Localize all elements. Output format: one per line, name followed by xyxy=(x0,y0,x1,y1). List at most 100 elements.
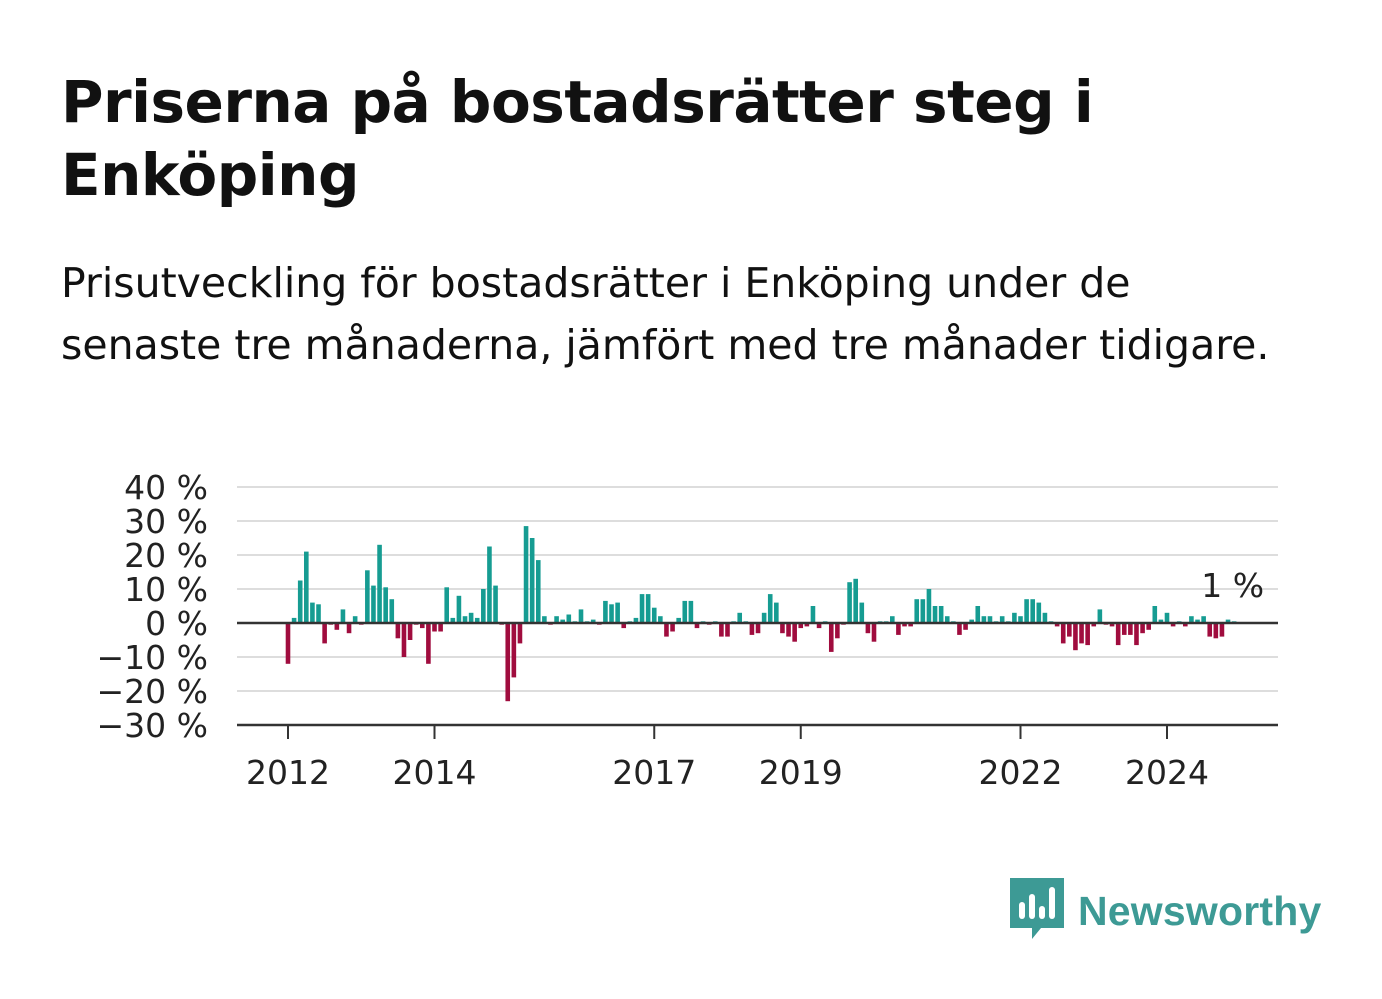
bar xyxy=(890,616,895,623)
bar xyxy=(456,595,462,623)
bar xyxy=(603,600,608,623)
bar xyxy=(767,594,773,623)
bar xyxy=(322,623,327,644)
bar xyxy=(1073,623,1078,651)
gridlines xyxy=(237,486,1278,692)
bar xyxy=(578,609,584,623)
chart-subtitle: Prisutveckling för bostadsrätter i Enköp… xyxy=(61,259,1270,369)
bar xyxy=(847,582,852,623)
bar xyxy=(920,599,926,623)
bar xyxy=(1121,623,1127,635)
y-tick-label: 20 % xyxy=(124,536,208,575)
bar xyxy=(1036,602,1042,623)
bar xyxy=(346,623,352,634)
bar xyxy=(340,609,346,623)
bar xyxy=(566,614,572,623)
bar xyxy=(554,616,559,623)
bar xyxy=(1024,599,1029,623)
bar xyxy=(1115,623,1121,646)
y-tick-label: −10 % xyxy=(97,638,209,677)
tick-labels: 40 %30 %20 %10 %0 %−10 %−20 %−30 % 2012 20… xyxy=(97,468,1265,792)
bar xyxy=(755,623,761,634)
bar xyxy=(786,623,791,637)
bar xyxy=(1054,623,1060,627)
bar xyxy=(1134,623,1139,646)
bar xyxy=(352,616,358,623)
x-tick-label: 2012 xyxy=(246,753,330,792)
bar xyxy=(957,623,962,635)
end-value-label: 1 % xyxy=(1201,566,1264,605)
y-tick-label: 30 % xyxy=(124,502,208,541)
bar xyxy=(401,623,407,657)
bar xyxy=(1225,619,1231,623)
y-tick-label: −20 % xyxy=(97,672,209,711)
bar xyxy=(481,589,486,623)
bar xyxy=(725,623,730,637)
newsworthy-logo-icon xyxy=(1010,878,1064,944)
x-tick-label: 2019 xyxy=(759,753,843,792)
bar xyxy=(963,623,968,630)
bar xyxy=(633,617,639,623)
bar xyxy=(896,623,901,635)
bar xyxy=(932,606,938,623)
newsworthy-logo: Newsworthy xyxy=(1010,878,1322,944)
bar xyxy=(395,623,401,639)
bar xyxy=(999,616,1005,623)
x-tick-label: 2024 xyxy=(1125,753,1209,792)
brand-name: Newsworthy xyxy=(1078,887,1322,934)
bar xyxy=(438,623,443,632)
bar xyxy=(365,570,370,623)
bar xyxy=(1152,606,1158,623)
bar xyxy=(969,619,974,623)
bar xyxy=(621,623,627,629)
y-tick-label: 10 % xyxy=(124,570,208,609)
bar xyxy=(645,594,651,623)
y-tick-label: 40 % xyxy=(124,468,208,507)
bar xyxy=(1097,609,1103,623)
bar xyxy=(926,589,932,623)
bar xyxy=(670,623,675,632)
bar xyxy=(688,600,694,623)
bar xyxy=(914,599,920,623)
bar xyxy=(938,606,944,623)
bar xyxy=(432,623,437,632)
bar xyxy=(383,587,388,623)
bar xyxy=(1042,612,1048,623)
bar xyxy=(1213,623,1219,639)
bar xyxy=(285,623,291,664)
bar xyxy=(505,623,511,702)
bar xyxy=(1085,623,1090,646)
bar xyxy=(1067,623,1072,637)
bar xyxy=(676,617,681,623)
bar xyxy=(1183,623,1188,627)
bar xyxy=(828,623,834,652)
bar xyxy=(444,587,450,623)
x-tick-label: 2017 xyxy=(612,753,696,792)
bar xyxy=(1012,612,1017,623)
bar xyxy=(487,546,492,623)
bar xyxy=(316,604,321,623)
bar xyxy=(609,604,614,623)
bar xyxy=(853,578,858,623)
bar xyxy=(1158,619,1164,623)
y-tick-label: 0 % xyxy=(145,604,208,643)
bar xyxy=(560,619,565,623)
bar xyxy=(1109,623,1115,627)
bar xyxy=(493,585,498,623)
bar xyxy=(371,585,376,623)
bar xyxy=(737,612,743,623)
bar xyxy=(981,616,987,623)
bar xyxy=(816,623,822,629)
bar xyxy=(749,623,755,635)
bar xyxy=(1170,623,1176,627)
bar xyxy=(529,538,535,623)
bar xyxy=(780,623,785,634)
bar xyxy=(908,623,913,627)
bar xyxy=(590,619,596,623)
x-tick-label: 2022 xyxy=(979,753,1063,792)
bar xyxy=(426,623,431,664)
bar xyxy=(462,616,468,623)
bar xyxy=(535,560,541,623)
bar xyxy=(304,551,309,623)
